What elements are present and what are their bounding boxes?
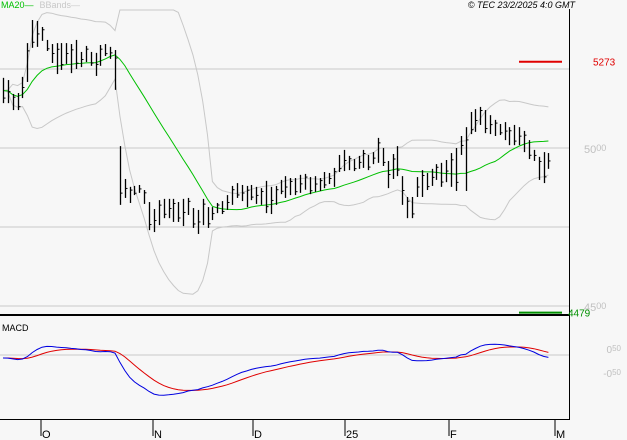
macd-line xyxy=(2,343,549,396)
copyright: © TEC 23/2/2025 4:0 GMT xyxy=(467,0,575,10)
macd-tick-label: 050 xyxy=(607,344,622,356)
price-level-label: 4479 xyxy=(568,309,591,320)
price-level-label: 5273 xyxy=(593,58,616,69)
macd-tick-label: -050 xyxy=(603,368,621,380)
x-tick-label: D xyxy=(254,429,262,440)
x-tick-label: N xyxy=(154,429,162,440)
y-tick-label: 4500 xyxy=(584,301,606,314)
macd-signal-line xyxy=(3,346,549,391)
bollinger-upper-band xyxy=(2,9,549,195)
macd-title: MACD xyxy=(2,323,29,333)
x-tick-label: O xyxy=(42,429,51,440)
bollinger-lower-band xyxy=(2,77,549,295)
legend-bbands: BBands— xyxy=(39,0,81,10)
x-tick-label: M xyxy=(556,429,565,440)
legend-ma20: MA20— xyxy=(1,0,34,10)
y-tick-label: 5000 xyxy=(584,143,606,156)
ma20-line xyxy=(2,54,549,211)
legend: MA20— BBands— xyxy=(1,0,80,11)
x-tick-label: F xyxy=(450,429,457,440)
x-tick-label: 25 xyxy=(346,429,358,440)
